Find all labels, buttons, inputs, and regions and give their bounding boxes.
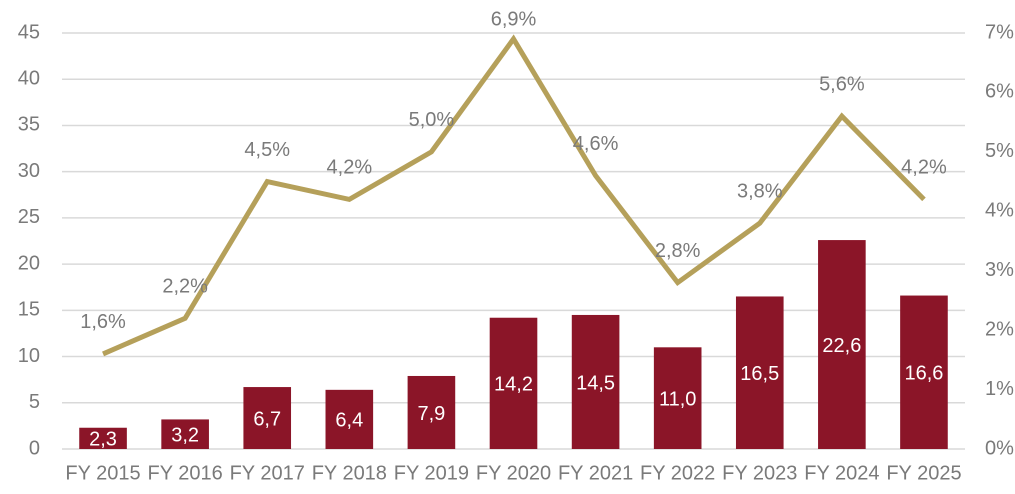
y2-tick-label: 2% [985,318,1014,340]
x-tick-label: FY 2024 [804,462,879,484]
y2-tick-label: 4% [985,200,1014,222]
line [102,34,926,357]
y2-tick-label: 6% [985,81,1014,103]
y-tick-label: 20 [18,252,40,274]
y2-tick-label: 0% [985,437,1014,459]
line-label: 5,0% [409,109,455,131]
bar-label: 6,4 [335,410,363,432]
bar [653,347,702,449]
y2-tick-label: 7% [985,21,1014,43]
line-label: 3,8% [737,180,783,202]
x-tick-label: FY 2022 [640,462,715,484]
x-tick-label: FY 2015 [65,462,140,484]
bar [900,295,948,449]
y2-tick-label: 5% [985,140,1014,162]
y-tick-label: 25 [18,206,40,228]
bar [161,419,209,449]
x-tick-label: FY 2025 [886,462,961,484]
x-tick-label: FY 2020 [476,462,551,484]
line-label: 4,5% [244,139,290,161]
x-tick-label: FY 2016 [148,462,223,484]
y-tick-label: 5 [29,391,40,413]
bar [407,375,456,449]
x-tick-label: FY 2019 [394,462,469,484]
y2-tick-label: 3% [985,259,1014,281]
line-label: 1,6% [80,311,126,333]
y-tick-label: 0 [29,437,40,459]
bar-label: 2,3 [89,429,117,451]
line-label: 2,8% [655,240,701,262]
bar-label: 22,6 [822,335,861,357]
y-tick-label: 30 [18,160,40,182]
line-label: 4,6% [573,133,619,155]
y-tick-label: 40 [18,68,40,90]
x-tick-label: FY 2021 [558,462,633,484]
line-label: 2,2% [162,276,208,298]
bar [489,317,538,449]
bar [571,314,620,449]
line-label: 4,2% [327,157,373,179]
y-tick-label: 15 [18,299,40,321]
bar [735,296,784,449]
x-tick-label: FY 2018 [312,462,387,484]
bar-label: 14,5 [576,372,615,394]
bar-label: 11,0 [659,388,696,410]
line-label: 5,6% [819,73,865,95]
bar-label: 16,5 [740,363,779,385]
line-label: 6,9% [491,8,537,30]
line-label: 4,2% [901,157,947,179]
bar-label: 16,6 [904,363,943,385]
bar [79,427,127,449]
bar [818,240,866,449]
y-tick-label: 35 [18,114,40,136]
bar [325,389,374,449]
y-tick-label: 10 [18,345,40,367]
x-tick-label: FY 2017 [230,462,305,484]
bar-label: 3,2 [171,424,199,446]
bar-label: 14,2 [494,374,533,396]
y-tick-label: 45 [18,21,40,43]
bar-label: 6,7 [253,408,281,430]
bar-label: 7,9 [418,403,446,425]
x-tick-label: FY 2023 [722,462,797,484]
bar [243,387,292,449]
y2-tick-label: 1% [985,378,1014,400]
